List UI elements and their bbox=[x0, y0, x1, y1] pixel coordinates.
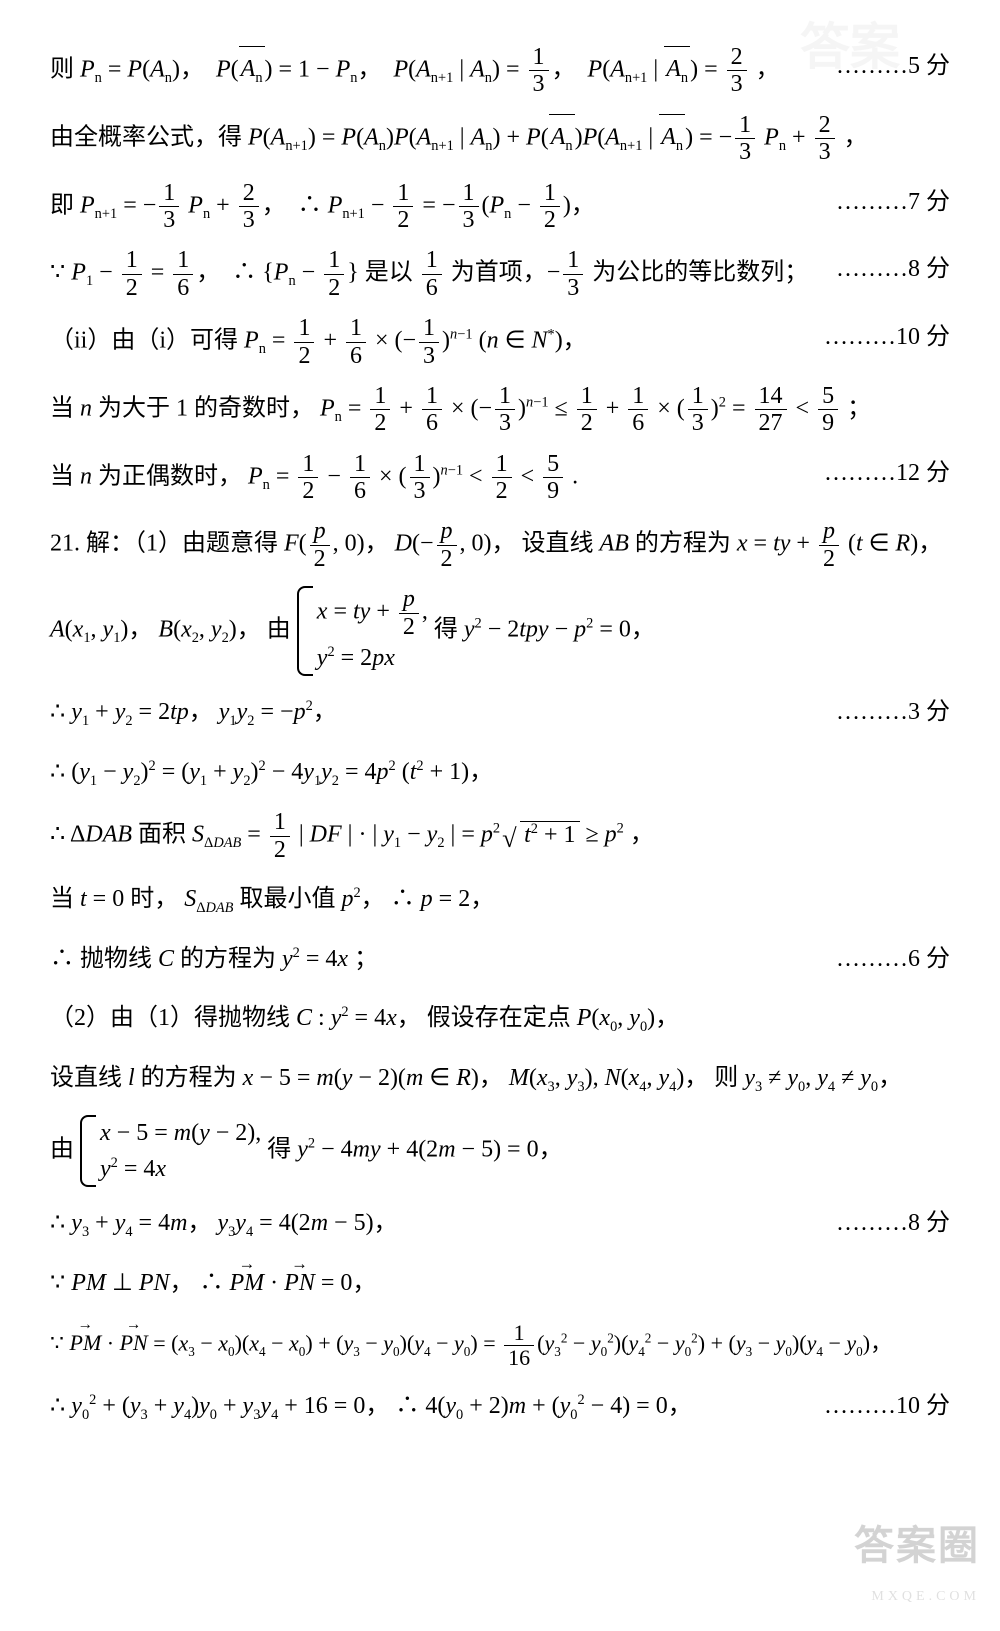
points-label: ………10 分 bbox=[824, 1384, 950, 1430]
math-line: ∴ y02 + (y3 + y4)y0 + y3y4 + 16 = 0， ∴ 4… bbox=[50, 1384, 950, 1430]
points-label: ………8 分 bbox=[836, 1201, 950, 1247]
watermark-url-text: MXQE.COM bbox=[854, 1584, 980, 1611]
math-line: 则 Pn = P(An)， P(An) = 1 − Pn， P(An+1 | A… bbox=[50, 44, 950, 98]
math-line: ∴ (y1 − y2)2 = (y1 + y2)2 − 4y1y2 = 4p2 … bbox=[50, 750, 950, 796]
math-line: 由 x − 5 = m(y − 2), y2 = 4x 得 y2 − 4my +… bbox=[50, 1115, 950, 1187]
math-line: 当 n 为大于 1 的奇数时， Pn = 12 + 16 × (−13)n−1 … bbox=[50, 383, 950, 437]
math-line: （2）由（1）得抛物线 C : y2 = 4x， 假设存在定点 P(x0, y0… bbox=[50, 996, 950, 1042]
watermark-logo-text: 答案圈 bbox=[854, 1508, 980, 1584]
math-line: ∴ y3 + y4 = 4m， y3y4 = 4(2m − 5)， ………8 分 bbox=[50, 1201, 950, 1247]
points-label: ………12 分 bbox=[824, 451, 950, 497]
math-line: 设直线 l 的方程为 x − 5 = m(y − 2)(m ∈ R)， M(x3… bbox=[50, 1056, 950, 1102]
math-line: （ii）由（i）可得 Pn = 12 + 16 × (−13)n−1 (n ∈ … bbox=[50, 315, 950, 369]
math-line: 21. 解：（1）由题意得 F(p2, 0)， D(−p2, 0)， 设直线 A… bbox=[50, 518, 950, 572]
math-line: 当 t = 0 时， SΔDAB 取最小值 p2， ∴ p = 2， bbox=[50, 877, 950, 923]
math-line: ∴ ΔDAB 面积 SΔDAB = 12 | DF | · | y1 − y2 … bbox=[50, 809, 950, 863]
equation-system: x − 5 = m(y − 2), y2 = 4x bbox=[80, 1115, 261, 1187]
math-line: ∴ y1 + y2 = 2tp， y1y2 = −p2， ………3 分 bbox=[50, 690, 950, 736]
points-label: ………6 分 bbox=[836, 937, 950, 983]
math-line: ∵ PM · PN = (x3 − x0)(x4 − x0) + (y3 − y… bbox=[50, 1321, 950, 1370]
points-label: ………3 分 bbox=[836, 690, 950, 736]
math-line: 由全概率公式，得 P(An+1) = P(An)P(An+1 | An) + P… bbox=[50, 112, 950, 166]
math-line: ∴ 抛物线 C 的方程为 y2 = 4x ； ………6 分 bbox=[50, 937, 950, 983]
points-label: ………7 分 bbox=[836, 180, 950, 226]
math-line: ∵ PM ⊥ PN， ∴ PM · PN = 0， bbox=[50, 1261, 950, 1307]
watermark-bottom: 答案圈 MXQE.COM bbox=[854, 1508, 980, 1611]
points-label: ………8 分 bbox=[836, 247, 950, 293]
document-page: 答案 则 Pn = P(An)， P(An) = 1 − Pn， P(An+1 … bbox=[0, 0, 1000, 1631]
math-line: ∵ P1 − 12 = 16， ∴ {Pn − 12} 是以 16 为首项，−1… bbox=[50, 247, 950, 301]
points-label: ………5 分 bbox=[836, 44, 950, 90]
math-line: A(x1, y1)， B(x2, y2)， 由 x = ty + p2, y2 … bbox=[50, 586, 950, 676]
math-line: 即 Pn+1 = −13 Pn + 23， ∴ Pn+1 − 12 = −13(… bbox=[50, 180, 950, 234]
points-label: ………10 分 bbox=[824, 315, 950, 361]
math-line: 当 n 为正偶数时， Pn = 12 − 16 × (13)n−1 < 12 <… bbox=[50, 451, 950, 505]
equation-system: x = ty + p2, y2 = 2px bbox=[297, 586, 428, 676]
